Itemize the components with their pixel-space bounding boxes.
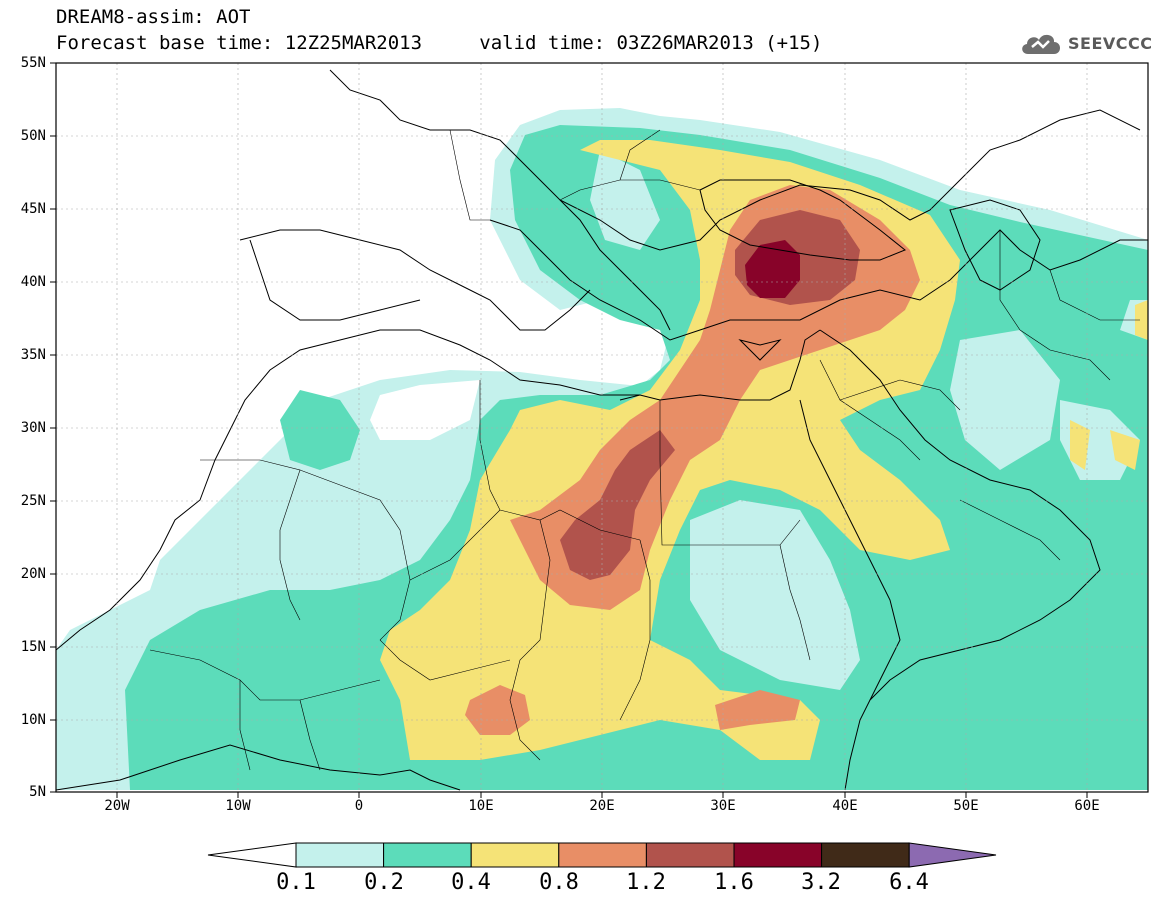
lat-label: 40N bbox=[20, 274, 46, 290]
lon-label: 20W bbox=[104, 798, 130, 814]
colorbar-label: 0.8 bbox=[539, 870, 579, 895]
map-title: DREAM8-assim: AOT bbox=[56, 6, 251, 28]
lat-label: 10N bbox=[20, 712, 46, 728]
colorbar-swatch bbox=[470, 842, 560, 868]
colorbar-label: 1.2 bbox=[626, 870, 666, 895]
logo-text: SEEVCCC bbox=[1068, 33, 1153, 53]
colorbar-arrow-low bbox=[207, 842, 297, 868]
colorbar-swatch bbox=[558, 842, 647, 868]
colorbar-swatch bbox=[821, 842, 910, 868]
time-info: Forecast base time: 12Z25MAR2013 valid t… bbox=[56, 32, 822, 54]
lon-label: 0 bbox=[354, 798, 364, 814]
lon-label: 60E bbox=[1074, 798, 1100, 814]
colorbar-label: 0.1 bbox=[276, 870, 316, 895]
colorbar-swatch bbox=[733, 842, 823, 868]
lat-label: 25N bbox=[20, 493, 46, 509]
graticule bbox=[56, 63, 1148, 792]
colorbar bbox=[207, 842, 997, 868]
lat-label: 35N bbox=[20, 347, 46, 363]
cloud-icon bbox=[1022, 34, 1060, 54]
lat-label: 20N bbox=[20, 566, 46, 582]
lat-label: 5N bbox=[29, 784, 46, 800]
lon-label: 20E bbox=[589, 798, 615, 814]
colorbar-label: 6.4 bbox=[889, 870, 929, 895]
lat-label: 50N bbox=[20, 128, 46, 144]
lat-label: 45N bbox=[20, 201, 46, 217]
lat-label: 30N bbox=[20, 420, 46, 436]
base-time-label: Forecast base time: 12Z25MAR2013 bbox=[56, 32, 423, 54]
lat-label: 55N bbox=[20, 55, 46, 71]
colorbar-label: 1.6 bbox=[714, 870, 754, 895]
valid-time-label: valid time: 03Z26MAR2013 (+15) bbox=[479, 32, 823, 54]
seevccc-logo: SEEVCCC bbox=[1018, 28, 1153, 58]
colorbar-label: 3.2 bbox=[801, 870, 841, 895]
contour-aot-1-6 bbox=[745, 240, 800, 298]
country-borders bbox=[149, 129, 1140, 771]
colorbar-label: 0.4 bbox=[451, 870, 491, 895]
colorbar-swatch bbox=[295, 842, 385, 868]
colorbar-swatch bbox=[645, 842, 735, 868]
lon-label: 30E bbox=[710, 798, 736, 814]
colorbar-label: 0.2 bbox=[364, 870, 404, 895]
lon-label: 40E bbox=[832, 798, 858, 814]
colorbar-swatch bbox=[383, 842, 472, 868]
lat-label: 15N bbox=[20, 639, 46, 655]
coastlines bbox=[56, 69, 1148, 791]
colorbar-arrow-high bbox=[908, 842, 997, 868]
lon-label: 10E bbox=[468, 798, 494, 814]
lon-label: 10W bbox=[225, 798, 251, 814]
lon-label: 50E bbox=[953, 798, 979, 814]
